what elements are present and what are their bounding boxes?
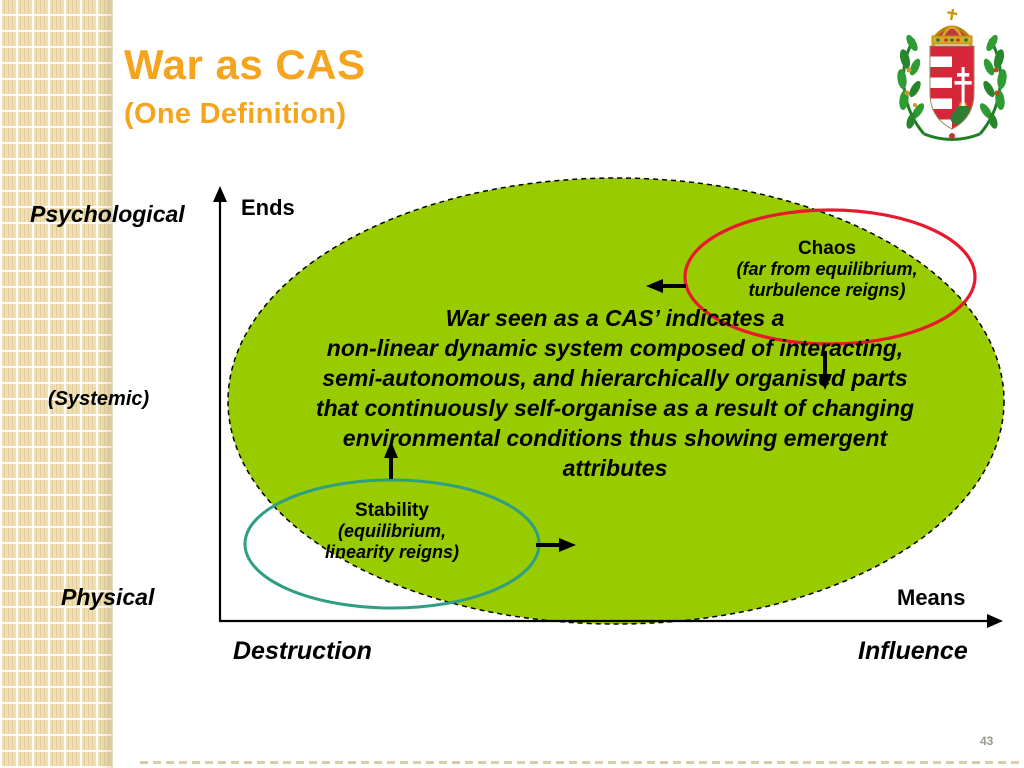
y-axis-arrowhead	[213, 186, 227, 202]
stability-title: Stability	[355, 500, 429, 521]
y-axis-top-label: Ends	[241, 195, 295, 220]
slide-subtitle: (One Definition)	[124, 98, 347, 130]
cas-definition-text: War seen as a CAS’ indicates a non-linea…	[215, 303, 1015, 483]
y-axis-label-psychological: Psychological	[30, 201, 185, 227]
slide-title: War as CAS	[124, 41, 366, 88]
definition-line: War seen as a CAS’ indicates a	[445, 305, 785, 331]
crest-shield	[929, 45, 975, 130]
definition-line: non-linear dynamic system composed of in…	[326, 335, 904, 361]
sidebar-texture	[0, 0, 113, 768]
stability-subtitle-line: linearity reigns)	[324, 542, 460, 562]
stability-right-arrow	[536, 538, 576, 552]
hungary-coat-of-arms-svg	[897, 8, 1007, 141]
y-axis-label-physical: Physical	[61, 584, 155, 610]
chaos-label: Chaos (far from equilibrium, turbulence …	[690, 238, 964, 301]
axes	[218, 199, 989, 623]
x-axis-arrowhead	[987, 614, 1003, 628]
crest-stem	[923, 132, 981, 141]
bottom-dashed-rule	[140, 761, 1024, 764]
x-axis-right-label: Means	[897, 585, 966, 610]
chaos-down-arrow	[818, 351, 832, 390]
stability-up-arrow	[384, 441, 398, 479]
x-axis-label-destruction: Destruction	[233, 637, 372, 665]
definition-line: that continuously self-organise as a res…	[315, 395, 915, 421]
y-axis-label-systemic: (Systemic)	[48, 388, 150, 410]
crest-left-branch	[897, 34, 926, 135]
definition-line: semi-autonomous, and hierarchically orga…	[322, 365, 908, 391]
hungary-coat-of-arms-icon	[891, 5, 1013, 147]
system-ellipse	[227, 177, 1005, 625]
chaos-ring	[683, 208, 977, 346]
crest-berry	[949, 133, 955, 139]
page-number: 43	[980, 734, 994, 748]
crest-right-branch	[978, 34, 1007, 135]
definition-line: environmental conditions thus showing em…	[342, 425, 888, 451]
chaos-title: Chaos	[797, 238, 857, 259]
chaos-subtitle-line: turbulence reigns)	[748, 280, 906, 300]
stability-label: Stability (equilibrium, linearity reigns…	[255, 500, 529, 563]
definition-line: attributes	[562, 455, 668, 481]
x-axis-label-influence: Influence	[858, 637, 968, 665]
chaos-subtitle-line: (far from equilibrium,	[736, 259, 918, 279]
chaos-left-arrow	[646, 279, 686, 293]
stability-subtitle-line: (equilibrium,	[338, 521, 446, 541]
